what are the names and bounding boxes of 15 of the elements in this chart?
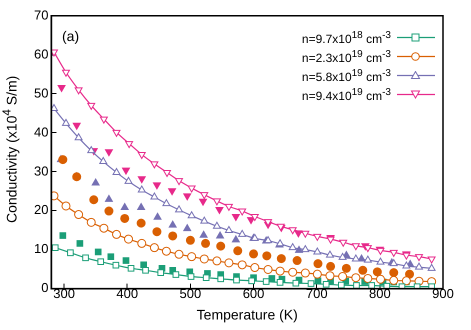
y-tick-label: 40 — [34, 124, 48, 140]
legend-label: n=2.3x10$^{19}$ cm$^{-3}$ — [302, 48, 391, 66]
y-tick-label: 30 — [34, 163, 48, 178]
annotation: (a) — [62, 28, 80, 44]
x-axis-title: Temperature (K) — [196, 306, 298, 322]
legend-label: n=9.7x10$^{18}$ cm$^{-3}$ — [302, 29, 391, 47]
legend-label: n=5.8x10$^{19}$ cm$^{-3}$ — [302, 67, 391, 85]
x-tick-label: 900 — [432, 286, 454, 301]
y-tick-label: 60 — [34, 46, 48, 62]
y-tick-label: 10 — [34, 241, 48, 256]
legend-label: n=9.4x10$^{19}$ cm$^{-3}$ — [302, 86, 391, 104]
y-tick-label: 50 — [34, 85, 48, 100]
y-tick-label: 0 — [41, 280, 48, 296]
y-tick-label: 20 — [34, 202, 48, 218]
y-tick-label: 70 — [34, 7, 48, 22]
